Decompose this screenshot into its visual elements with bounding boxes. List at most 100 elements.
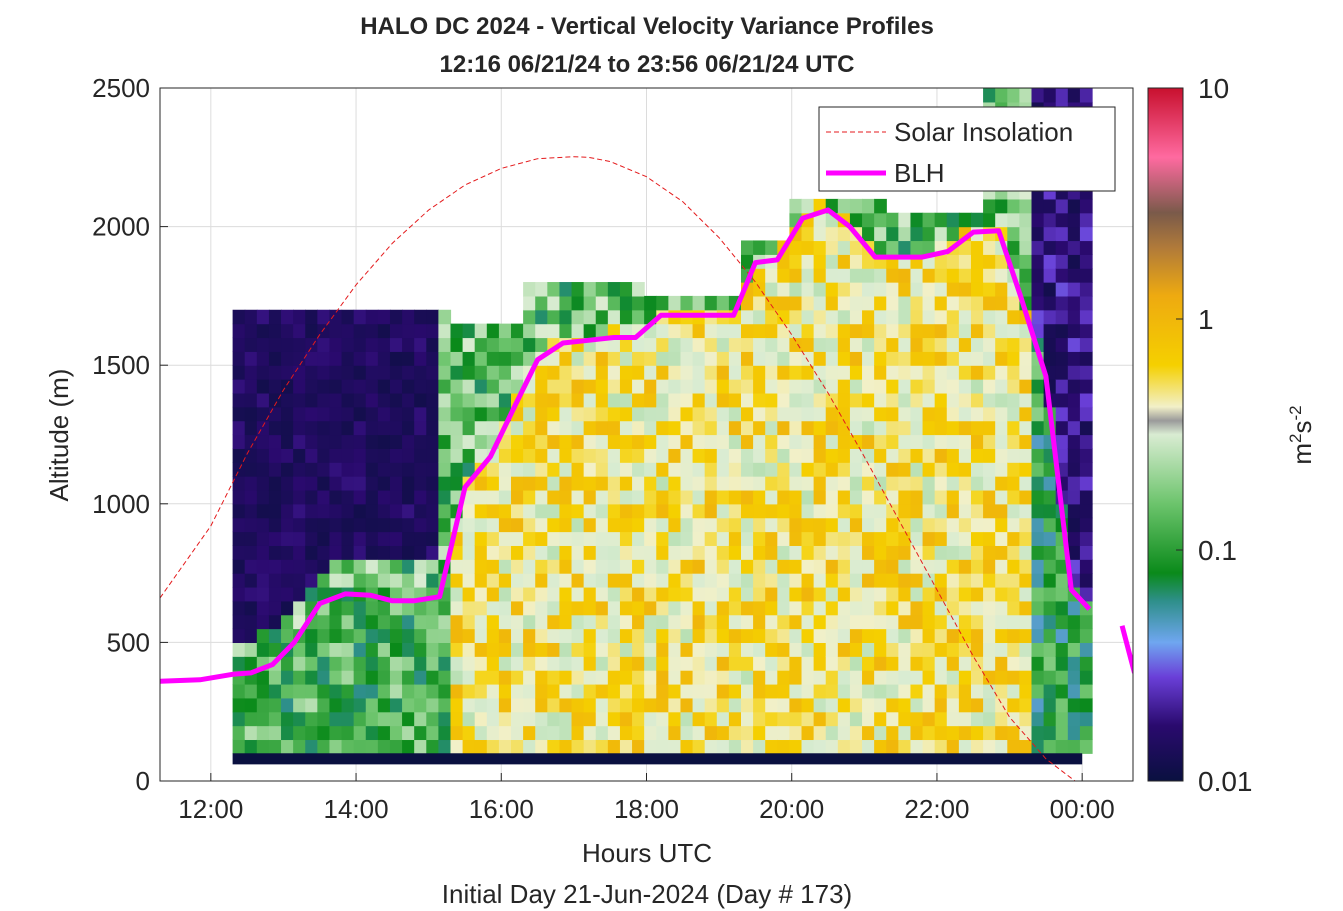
heatmap-cell [849, 240, 863, 255]
heatmap-cell [365, 323, 379, 339]
heatmap-cell [970, 379, 984, 394]
heatmap-cell [341, 448, 355, 463]
heatmap-cell [1007, 323, 1020, 339]
heatmap-cell [765, 683, 778, 699]
heatmap-cell [414, 351, 427, 366]
heatmap-cell [389, 559, 403, 574]
heatmap-cell [958, 309, 972, 325]
heatmap-cell [1031, 642, 1045, 657]
heatmap-cell [789, 642, 803, 657]
heatmap-cell [934, 406, 948, 422]
heatmap-cell [1067, 88, 1081, 103]
heatmap-cell [1043, 489, 1057, 505]
heatmap-cell [958, 365, 972, 380]
heatmap-cell [607, 420, 621, 436]
heatmap-cell [607, 503, 621, 519]
heatmap-cell [377, 476, 391, 491]
heatmap-cell [825, 503, 839, 519]
heatmap-cell [571, 559, 585, 574]
heatmap-cell [874, 392, 887, 408]
heatmap-cell [644, 365, 657, 380]
heatmap-cell [668, 642, 682, 657]
heatmap-cell [607, 337, 621, 352]
heatmap-cell [619, 351, 633, 366]
heatmap-cell [511, 545, 524, 560]
heatmap-cell [305, 365, 318, 380]
heatmap-cell [438, 517, 452, 533]
heatmap-cell [232, 434, 246, 449]
heatmap-cell [632, 295, 645, 311]
heatmap-cell [801, 462, 815, 477]
heatmap-cell [753, 531, 766, 546]
heatmap-cell [268, 323, 282, 339]
heatmap-cell [777, 739, 791, 754]
heatmap-cell [571, 448, 585, 463]
heatmap-cell [1055, 337, 1069, 352]
heatmap-cell [535, 420, 548, 436]
heatmap-cell [765, 711, 778, 727]
heatmap-cell [668, 628, 682, 643]
x-tick-label: 16:00 [469, 794, 534, 824]
heatmap-cell [644, 670, 657, 685]
heatmap-cell [801, 600, 815, 616]
heatmap-cell [329, 545, 343, 560]
heatmap-cell [511, 600, 524, 616]
heatmap-cell [777, 406, 791, 422]
heatmap-cell [983, 725, 996, 741]
heatmap-cell [825, 711, 839, 727]
heatmap-cell [704, 503, 718, 519]
heatmap-cell [426, 697, 439, 713]
x-tick-label: 00:00 [1050, 794, 1115, 824]
heatmap-cell [281, 600, 294, 616]
heatmap-cell [789, 656, 803, 671]
heatmap-cell [607, 559, 621, 574]
heatmap-cell [365, 725, 379, 741]
heatmap-cell [946, 739, 960, 754]
heatmap-cell [547, 559, 561, 574]
heatmap-cell [777, 670, 791, 685]
heatmap-cell [910, 503, 924, 519]
heatmap-cell [1043, 88, 1057, 103]
heatmap-cell [317, 697, 331, 713]
heatmap-cell [389, 573, 403, 588]
heatmap-cell [801, 503, 815, 519]
heatmap-cell [862, 365, 875, 380]
heatmap-cell [559, 628, 573, 643]
heatmap-cell [1007, 642, 1020, 657]
heatmap-cell [341, 489, 355, 505]
heatmap-cell [692, 503, 706, 519]
heatmap-cell [801, 295, 815, 311]
heatmap-cell [523, 586, 536, 602]
heatmap-cell [862, 323, 875, 339]
heatmap-cell [644, 683, 657, 699]
heatmap-cell [1031, 614, 1045, 630]
heatmap-cell [970, 628, 984, 643]
heatmap-cell [801, 614, 815, 630]
heatmap-cell [474, 351, 488, 366]
heatmap-cell [813, 254, 827, 269]
heatmap-cell [692, 365, 706, 380]
heatmap-cell [268, 739, 282, 754]
heatmap-cell [801, 268, 815, 283]
heatmap-cell [281, 656, 294, 671]
heatmap-cell [728, 697, 742, 713]
heatmap-cell [1067, 323, 1081, 339]
heatmap-cell [268, 586, 282, 602]
heatmap-cell [813, 323, 827, 339]
heatmap-cell [922, 434, 936, 449]
heatmap-cell [607, 586, 621, 602]
heatmap-cell [511, 628, 524, 643]
heatmap-cell [874, 282, 887, 297]
heatmap-cell [632, 337, 645, 352]
heatmap-cell [862, 739, 875, 754]
heatmap-cell [414, 309, 427, 325]
heatmap-cell [389, 420, 403, 436]
heatmap-cell [232, 559, 246, 574]
heatmap-cell [438, 448, 452, 463]
heatmap-cell [1067, 739, 1081, 754]
heatmap-cell [740, 240, 754, 255]
heatmap-cell [946, 351, 960, 366]
heatmap-cell [946, 628, 960, 643]
heatmap-cell [970, 559, 984, 574]
heatmap-cell [232, 628, 246, 643]
